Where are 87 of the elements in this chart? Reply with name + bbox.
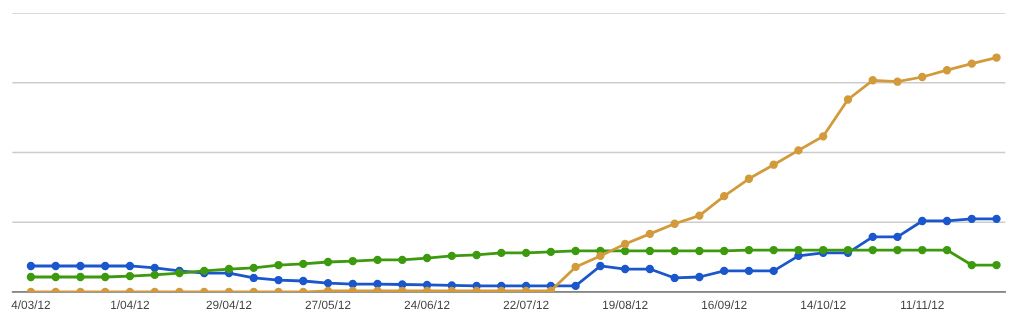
point	[893, 232, 902, 242]
point	[299, 276, 308, 286]
point	[546, 286, 556, 293]
point	[76, 261, 85, 271]
point	[868, 76, 877, 85]
point	[125, 261, 135, 271]
x-tick-label: 1/04/12	[111, 300, 150, 310]
point	[51, 272, 60, 282]
point	[744, 266, 754, 276]
point	[769, 160, 778, 169]
x-tick-label: 14/10/12	[801, 300, 846, 310]
point	[769, 245, 778, 255]
point	[447, 251, 456, 261]
point	[596, 251, 605, 261]
x-tick-label: 24/06/12	[404, 300, 450, 310]
point	[373, 279, 382, 289]
point	[744, 245, 754, 255]
point	[274, 260, 283, 270]
point	[373, 255, 382, 265]
point	[992, 260, 1001, 270]
point	[26, 261, 36, 271]
point	[967, 214, 976, 224]
point	[422, 253, 432, 263]
x-tick-label: 27/05/12	[305, 300, 351, 310]
point	[918, 245, 927, 255]
point	[645, 229, 655, 239]
x-tick-label: 11/11/12	[901, 300, 944, 310]
point	[521, 248, 531, 258]
point	[101, 272, 110, 282]
point	[596, 261, 605, 271]
point	[695, 211, 704, 220]
point	[720, 246, 729, 256]
point	[744, 174, 754, 183]
point	[26, 272, 36, 282]
point	[224, 264, 234, 274]
point	[398, 255, 407, 265]
point	[546, 247, 556, 257]
point	[323, 257, 333, 267]
point	[794, 245, 803, 255]
point	[323, 278, 333, 288]
point	[794, 146, 803, 155]
point	[868, 232, 877, 242]
x-tick-label: 4/03/12	[11, 300, 50, 310]
point	[571, 246, 580, 256]
point	[967, 260, 976, 270]
point	[645, 246, 655, 256]
point	[76, 272, 85, 282]
point	[670, 246, 679, 256]
point	[942, 216, 952, 226]
point	[620, 239, 630, 249]
point	[101, 261, 110, 271]
point	[819, 132, 828, 141]
point	[249, 273, 258, 283]
point	[249, 263, 258, 273]
point	[720, 266, 729, 276]
point	[695, 246, 704, 256]
point	[51, 261, 60, 271]
point	[150, 270, 159, 280]
point	[843, 95, 853, 104]
point	[472, 250, 481, 260]
point	[893, 245, 902, 255]
point	[670, 219, 679, 228]
point	[274, 275, 283, 285]
point	[868, 245, 877, 255]
point	[497, 248, 506, 258]
x-tick-label: 22/07/12	[503, 300, 549, 310]
x-tick-label: 29/04/12	[206, 300, 252, 310]
point	[620, 264, 630, 274]
point	[695, 272, 704, 282]
point	[670, 273, 679, 283]
point	[893, 77, 902, 86]
point	[645, 264, 655, 274]
point	[769, 266, 778, 276]
point	[348, 256, 357, 266]
point	[125, 271, 135, 281]
point	[918, 216, 927, 226]
x-tick-label: 16/09/12	[702, 300, 747, 310]
point	[720, 191, 729, 201]
point	[571, 281, 580, 291]
x-tick-label: 19/08/12	[603, 300, 648, 310]
point	[918, 72, 927, 82]
point	[571, 262, 580, 272]
point	[967, 59, 976, 68]
point	[992, 214, 1001, 224]
point	[942, 245, 952, 255]
point	[299, 259, 308, 269]
point	[942, 66, 952, 75]
